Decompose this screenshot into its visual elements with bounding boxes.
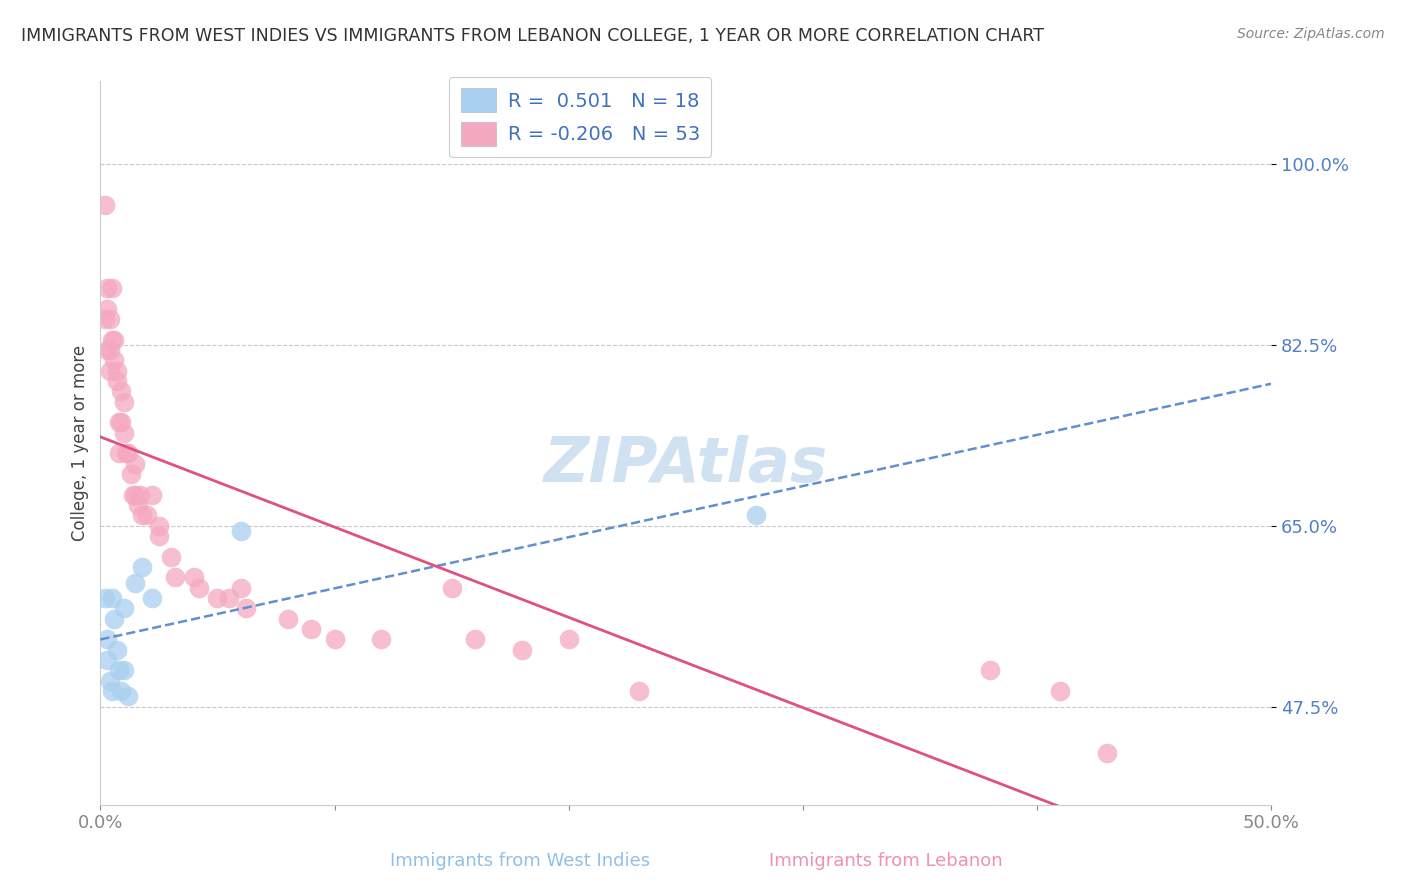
- Point: [127, 498, 149, 512]
- Point: [1049, 684, 1071, 698]
- Point: [108, 446, 131, 460]
- Point: [112, 394, 135, 409]
- Text: Immigrants from West Indies: Immigrants from West Indies: [389, 852, 651, 870]
- Point: [141, 488, 163, 502]
- Point: [148, 518, 170, 533]
- Point: [440, 581, 463, 595]
- Point: [129, 488, 152, 502]
- Point: [105, 642, 128, 657]
- Point: [96, 343, 118, 357]
- Point: [98, 343, 121, 357]
- Point: [96, 301, 118, 316]
- Point: [96, 281, 118, 295]
- Point: [105, 374, 128, 388]
- Y-axis label: College, 1 year or more: College, 1 year or more: [72, 345, 89, 541]
- Point: [98, 673, 121, 688]
- Point: [103, 353, 125, 368]
- Point: [96, 632, 118, 647]
- Point: [979, 664, 1001, 678]
- Point: [94, 198, 117, 212]
- Point: [120, 467, 142, 481]
- Point: [218, 591, 240, 605]
- Point: [124, 575, 146, 590]
- Point: [370, 632, 392, 647]
- Point: [101, 591, 124, 605]
- Point: [110, 416, 132, 430]
- Text: Source: ZipAtlas.com: Source: ZipAtlas.com: [1237, 27, 1385, 41]
- Point: [557, 632, 579, 647]
- Point: [103, 333, 125, 347]
- Point: [323, 632, 346, 647]
- Point: [98, 312, 121, 326]
- Point: [207, 591, 229, 605]
- Point: [112, 425, 135, 440]
- Point: [94, 591, 117, 605]
- Point: [183, 570, 205, 584]
- Point: [131, 560, 153, 574]
- Point: [131, 508, 153, 523]
- Point: [124, 488, 146, 502]
- Point: [165, 570, 187, 584]
- Point: [117, 689, 139, 703]
- Point: [136, 508, 159, 523]
- Point: [108, 664, 131, 678]
- Point: [510, 642, 533, 657]
- Point: [1095, 746, 1118, 760]
- Point: [745, 508, 768, 523]
- Point: [94, 312, 117, 326]
- Text: Immigrants from Lebanon: Immigrants from Lebanon: [769, 852, 1002, 870]
- Legend: R =  0.501   N = 18, R = -0.206   N = 53: R = 0.501 N = 18, R = -0.206 N = 53: [450, 77, 711, 157]
- Point: [105, 364, 128, 378]
- Point: [96, 653, 118, 667]
- Point: [101, 281, 124, 295]
- Point: [159, 549, 181, 564]
- Point: [122, 488, 145, 502]
- Point: [98, 364, 121, 378]
- Point: [110, 684, 132, 698]
- Point: [124, 457, 146, 471]
- Point: [110, 384, 132, 399]
- Point: [235, 601, 257, 615]
- Point: [108, 416, 131, 430]
- Point: [229, 581, 252, 595]
- Point: [627, 684, 650, 698]
- Point: [101, 684, 124, 698]
- Text: ZIPAtlas: ZIPAtlas: [544, 434, 828, 495]
- Point: [277, 612, 299, 626]
- Point: [141, 591, 163, 605]
- Point: [115, 446, 138, 460]
- Point: [187, 581, 209, 595]
- Point: [117, 446, 139, 460]
- Text: IMMIGRANTS FROM WEST INDIES VS IMMIGRANTS FROM LEBANON COLLEGE, 1 YEAR OR MORE C: IMMIGRANTS FROM WEST INDIES VS IMMIGRANT…: [21, 27, 1045, 45]
- Point: [103, 612, 125, 626]
- Point: [299, 622, 322, 636]
- Point: [464, 632, 486, 647]
- Point: [148, 529, 170, 543]
- Point: [112, 601, 135, 615]
- Point: [112, 664, 135, 678]
- Point: [101, 333, 124, 347]
- Point: [229, 524, 252, 538]
